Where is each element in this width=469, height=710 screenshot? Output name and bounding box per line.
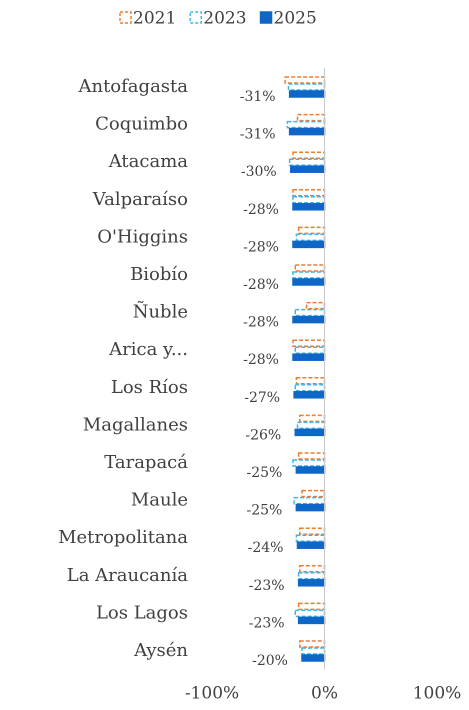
value-label: -31% <box>240 127 276 143</box>
value-label: -25% <box>247 465 283 481</box>
bar <box>287 83 326 91</box>
category-label: Tarapacá <box>104 452 188 473</box>
bar <box>295 534 326 542</box>
bar <box>288 127 326 136</box>
x-tick-label: 100% <box>413 684 462 704</box>
bar <box>297 579 326 587</box>
bar <box>297 226 326 235</box>
bar <box>292 189 326 197</box>
bar <box>295 503 326 512</box>
category-label: Valparaíso <box>92 189 188 210</box>
bar <box>296 541 326 549</box>
bar <box>286 120 326 129</box>
bar <box>293 391 326 399</box>
category-label: Atacama <box>108 151 189 172</box>
bar <box>292 151 326 159</box>
legend-swatch <box>189 11 203 24</box>
value-label: -28% <box>243 315 279 331</box>
category-label: Los Lagos <box>96 602 188 623</box>
bar <box>292 196 326 204</box>
bar <box>290 165 326 173</box>
bar <box>301 647 326 655</box>
value-label: -28% <box>243 239 279 255</box>
bar <box>295 466 326 474</box>
value-label: -28% <box>243 202 279 218</box>
category-label: Los Ríos <box>111 377 188 398</box>
x-tick-label: 0% <box>311 684 338 704</box>
value-label: -30% <box>241 164 277 180</box>
value-label: -24% <box>248 540 284 556</box>
bar <box>292 459 326 467</box>
value-label: -27% <box>244 390 280 406</box>
x-tick-label: -100% <box>185 684 239 704</box>
legend-swatch <box>119 11 132 24</box>
bar <box>292 315 326 324</box>
bar <box>294 609 326 618</box>
bar <box>297 616 326 625</box>
category-label: O'Higgins <box>97 226 188 247</box>
bar <box>295 377 326 385</box>
value-label: -25% <box>247 503 283 519</box>
category-label: Metropolitana <box>58 527 188 548</box>
bar <box>296 113 326 122</box>
bar <box>292 353 326 361</box>
legend-label: 2021 <box>133 9 176 29</box>
category-label: Aysén <box>133 640 188 661</box>
bar <box>294 428 326 437</box>
bar <box>292 278 326 286</box>
bar <box>288 90 326 98</box>
bar <box>288 158 326 166</box>
value-label: -26% <box>245 427 281 443</box>
category-label: Biobío <box>130 264 188 285</box>
bar <box>301 654 326 662</box>
bar <box>301 489 326 498</box>
category-label: Coquimbo <box>95 114 188 135</box>
bar <box>294 264 326 272</box>
bar <box>299 565 326 573</box>
category-label: Antofagasta <box>77 76 188 97</box>
value-label: -31% <box>240 89 276 105</box>
value-label: -20% <box>252 653 288 669</box>
bar <box>292 271 326 279</box>
bar <box>299 640 326 648</box>
legend-swatch <box>259 11 273 24</box>
bar <box>294 346 326 354</box>
bar <box>297 602 326 611</box>
value-label: -28% <box>243 352 279 368</box>
category-label: La Araucanía <box>67 565 188 586</box>
bar <box>292 240 326 249</box>
bar <box>294 308 326 317</box>
bar <box>294 384 326 392</box>
bar <box>299 414 326 423</box>
category-label: Arica y... <box>108 339 188 360</box>
value-label: -23% <box>249 615 285 631</box>
bar <box>284 76 326 84</box>
bar <box>297 452 326 460</box>
bar <box>293 496 326 505</box>
bar <box>296 421 326 430</box>
value-label: -28% <box>243 277 279 293</box>
category-label: Ñuble <box>133 300 188 323</box>
bar <box>292 339 326 347</box>
bar <box>292 203 326 211</box>
bar <box>297 572 326 580</box>
bar <box>295 233 326 242</box>
category-label: Magallanes <box>83 414 188 435</box>
value-label: -23% <box>249 578 285 594</box>
bar <box>305 301 326 310</box>
bar <box>299 527 326 535</box>
legend-label: 2025 <box>274 9 317 29</box>
legend-label: 2023 <box>203 9 246 29</box>
category-label: Maule <box>131 490 188 511</box>
